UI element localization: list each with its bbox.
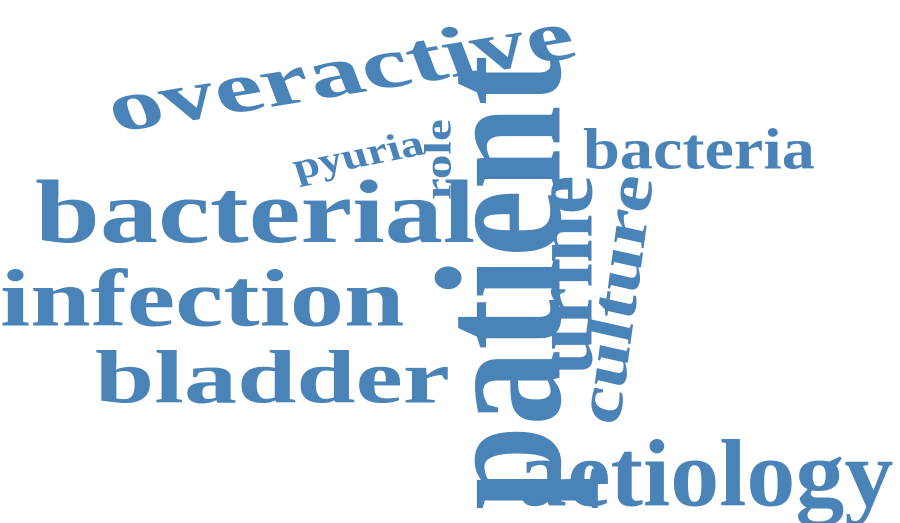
word-infection: infection: [0, 253, 405, 344]
word-bacterial: bacterial: [35, 162, 476, 263]
word-bladder: bladder: [95, 335, 451, 420]
word-aetiology: aetiology: [518, 422, 894, 523]
word-bacteria: bacteria: [583, 116, 815, 182]
